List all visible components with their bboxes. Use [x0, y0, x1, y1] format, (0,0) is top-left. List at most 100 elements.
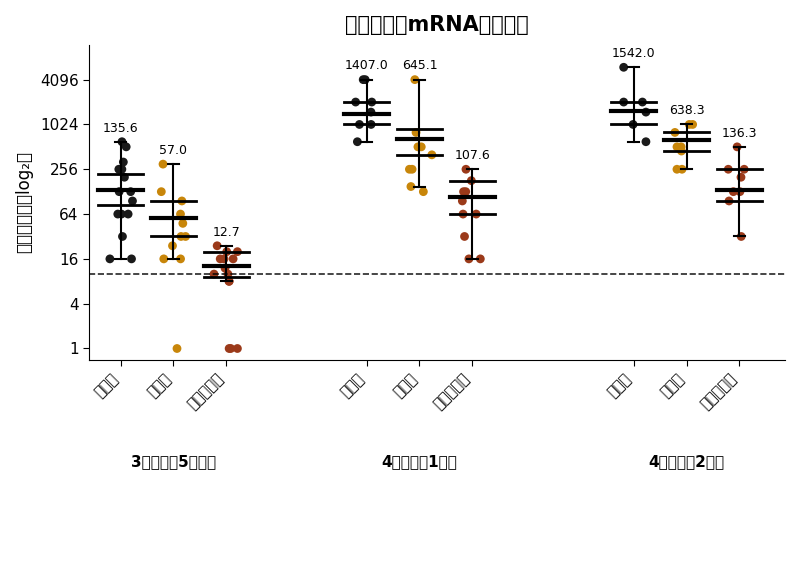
Point [115, 137, 128, 146]
Point [125, 254, 138, 264]
Text: 12.7: 12.7 [212, 226, 240, 238]
Text: 4回目から2週間: 4回目から2週間 [649, 455, 725, 469]
Point [409, 75, 422, 85]
Point [222, 344, 235, 353]
Point [113, 187, 126, 196]
Point [670, 164, 683, 174]
Point [111, 209, 124, 219]
Point [210, 241, 223, 251]
Point [686, 120, 699, 129]
Point [669, 128, 682, 137]
Point [113, 164, 126, 174]
Point [406, 164, 418, 174]
Text: 3回目から5ヶ月後: 3回目から5ヶ月後 [131, 455, 216, 469]
Point [410, 128, 422, 137]
Point [179, 232, 192, 241]
Point [738, 164, 750, 174]
Point [636, 97, 649, 107]
Point [415, 142, 428, 152]
Point [351, 137, 364, 146]
Point [353, 120, 366, 129]
Point [214, 254, 226, 264]
Point [470, 209, 482, 219]
Text: 135.6: 135.6 [103, 121, 138, 135]
Point [618, 62, 630, 72]
Point [365, 107, 378, 117]
Point [174, 254, 187, 264]
Point [117, 157, 130, 167]
Point [124, 187, 137, 196]
Point [116, 232, 129, 241]
Text: 1407.0: 1407.0 [345, 59, 389, 72]
Text: 645.1: 645.1 [402, 59, 438, 72]
Point [722, 164, 734, 174]
Point [357, 75, 370, 85]
Text: 638.3: 638.3 [669, 104, 705, 117]
Text: 57.0: 57.0 [159, 144, 187, 157]
Point [126, 196, 139, 206]
Point [675, 164, 688, 174]
Point [426, 150, 438, 160]
Point [459, 187, 472, 196]
Point [350, 97, 362, 107]
Point [103, 254, 116, 264]
Point [411, 142, 424, 152]
Point [118, 173, 131, 182]
Point [222, 269, 234, 279]
Point [174, 209, 187, 219]
Point [639, 107, 652, 117]
Text: 4回目から1週間: 4回目から1週間 [382, 455, 458, 469]
Point [175, 196, 188, 206]
Text: 1542.0: 1542.0 [612, 47, 656, 60]
Point [231, 247, 244, 257]
Point [208, 269, 221, 279]
Point [639, 137, 652, 146]
Point [722, 196, 735, 206]
Point [170, 344, 183, 353]
Point [735, 232, 748, 241]
Text: 107.6: 107.6 [454, 149, 490, 162]
Point [670, 142, 683, 152]
Point [158, 254, 170, 264]
Point [734, 173, 747, 182]
Point [222, 276, 235, 286]
Point [683, 120, 696, 129]
Point [734, 187, 746, 196]
Point [218, 254, 230, 264]
Point [457, 187, 470, 196]
Point [474, 254, 486, 264]
Point [222, 276, 235, 286]
Point [115, 164, 128, 174]
Point [626, 120, 639, 129]
Point [456, 196, 469, 206]
Point [727, 187, 740, 196]
Point [458, 232, 471, 241]
Point [462, 254, 475, 264]
Title: ファイザーmRNAワクチン: ファイザーmRNAワクチン [345, 15, 529, 35]
Point [674, 142, 687, 152]
Point [618, 97, 630, 107]
Point [417, 187, 430, 196]
Point [177, 219, 190, 228]
Point [157, 160, 170, 169]
Point [459, 164, 472, 174]
Point [231, 344, 244, 353]
Point [457, 209, 470, 219]
Point [730, 142, 743, 152]
Point [358, 75, 371, 85]
Point [122, 209, 134, 219]
Point [226, 254, 239, 264]
Point [218, 264, 231, 273]
Point [675, 146, 688, 156]
Point [224, 344, 237, 353]
Point [403, 164, 416, 174]
Point [220, 247, 233, 257]
Y-axis label: 中和抜体価（log₂）: 中和抜体価（log₂） [15, 152, 33, 254]
Point [465, 176, 478, 185]
Point [120, 142, 133, 152]
Point [115, 209, 128, 219]
Point [365, 120, 378, 129]
Point [405, 182, 418, 191]
Point [166, 241, 179, 251]
Text: 136.3: 136.3 [722, 127, 757, 140]
